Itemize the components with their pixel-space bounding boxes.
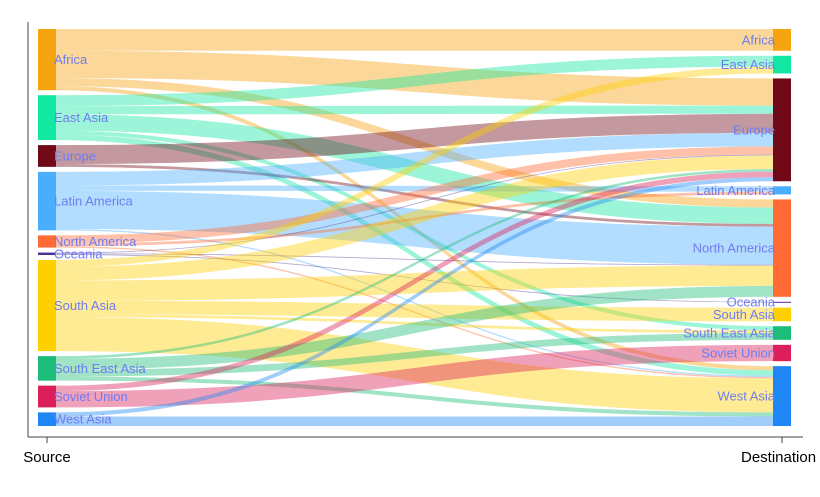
link-europe-to-north-america [56, 164, 773, 227]
destination-label-east-asia: East Asia [721, 57, 776, 72]
source-label-east-asia: East Asia [54, 110, 109, 125]
link-east-asia-to-north-america [56, 114, 773, 224]
link-east-asia-to-south-east-asia [56, 130, 773, 331]
source-node-north-america [38, 235, 56, 248]
link-south-east-asia-to-north-america [56, 285, 773, 370]
source-label-south-east-asia: South East Asia [54, 361, 147, 376]
destination-label-oceania: Oceania [727, 295, 776, 310]
sankey-nodes [38, 29, 791, 426]
link-south-asia-to-east-asia [56, 66, 773, 267]
link-west-asia-to-europe [56, 177, 773, 417]
source-label-europe: Europe [54, 148, 96, 163]
destination-node-north-america [773, 199, 791, 297]
destination-node-oceania [773, 301, 791, 303]
axes: Source Destination [23, 22, 816, 466]
source-label-africa: Africa [54, 52, 88, 67]
source-node-oceania [38, 252, 56, 256]
destination-label-south-asia: South Asia [713, 307, 776, 322]
source-node-africa [38, 29, 56, 91]
destination-label-west-asia: West Asia [717, 389, 775, 404]
link-east-asia-to-europe [56, 105, 773, 115]
link-south-asia-to-south-asia [56, 300, 773, 322]
sankey-labels: Africa Africa East Asia East Asia Europe Euro… [54, 32, 776, 426]
source-label-south-asia: South Asia [54, 298, 117, 313]
link-north-america-to-europe [56, 146, 773, 244]
source-label-north-america: North America [54, 234, 137, 249]
link-south-asia-to-europe [56, 155, 773, 281]
link-south-asia-to-west-asia [56, 317, 773, 413]
destination-node-latin-america [773, 186, 791, 195]
link-oceania-to-europe [56, 154, 773, 254]
link-north-america-to-latin-america [56, 191, 773, 247]
link-africa-to-north-america [56, 77, 773, 208]
source-node-south-east-asia [38, 356, 56, 381]
sankey-links [56, 29, 773, 426]
destination-axis-label: Destination [741, 449, 816, 466]
link-north-america-to-west-asia [56, 246, 773, 379]
source-axis-label: Source [23, 449, 71, 466]
source-label-west-asia: West Asia [54, 412, 112, 427]
source-node-latin-america [38, 171, 56, 231]
source-node-west-asia [38, 412, 56, 426]
link-oceania-to-oceania [56, 254, 773, 303]
destination-label-south-east-asia: South East Asia [683, 326, 776, 341]
destination-label-africa: Africa [742, 32, 776, 47]
link-south-east-asia-to-west-asia [56, 376, 773, 417]
destination-node-soviet-union [773, 344, 791, 362]
source-label-soviet-union: Soviet Union [54, 389, 128, 404]
source-node-east-asia [38, 95, 56, 141]
link-south-asia-to-north-america [56, 265, 773, 301]
destination-label-latin-america: Latin America [696, 183, 776, 198]
link-soviet-union-to-soviet-union [56, 344, 773, 408]
destination-label-north-america: North America [693, 241, 776, 256]
link-oceania-to-north-america [56, 253, 773, 266]
destination-node-east-asia [773, 55, 791, 74]
link-south-east-asia-to-south-east-asia [56, 333, 773, 377]
destination-node-south-east-asia [773, 326, 791, 340]
source-node-soviet-union [38, 385, 56, 408]
link-latin-america-to-latin-america [56, 185, 773, 192]
link-africa-to-africa [56, 29, 773, 51]
source-node-europe [38, 145, 56, 167]
destination-node-south-asia [773, 307, 791, 322]
link-east-asia-to-west-asia [56, 134, 773, 376]
destination-label-soviet-union: Soviet Union [701, 345, 775, 360]
link-south-east-asia-to-europe [56, 169, 773, 359]
link-africa-to-west-asia [56, 86, 773, 371]
link-latin-america-to-north-america [56, 190, 773, 265]
link-latin-america-to-europe [56, 132, 773, 186]
link-africa-to-europe [56, 50, 773, 106]
link-soviet-union-to-europe [56, 171, 773, 392]
destination-label-europe: Europe [733, 122, 775, 137]
link-europe-to-europe [56, 113, 773, 165]
source-label-latin-america: Latin America [54, 194, 134, 209]
link-east-asia-to-east-asia [56, 55, 773, 107]
link-latin-america-to-west-asia [56, 228, 773, 378]
source-label-oceania: Oceania [54, 246, 103, 261]
link-west-asia-to-west-asia [56, 416, 773, 426]
destination-node-europe [773, 78, 791, 182]
link-south-asia-to-south-east-asia [56, 314, 773, 334]
destination-node-africa [773, 29, 791, 51]
destination-node-west-asia [773, 366, 791, 426]
source-node-south-asia [38, 260, 56, 352]
